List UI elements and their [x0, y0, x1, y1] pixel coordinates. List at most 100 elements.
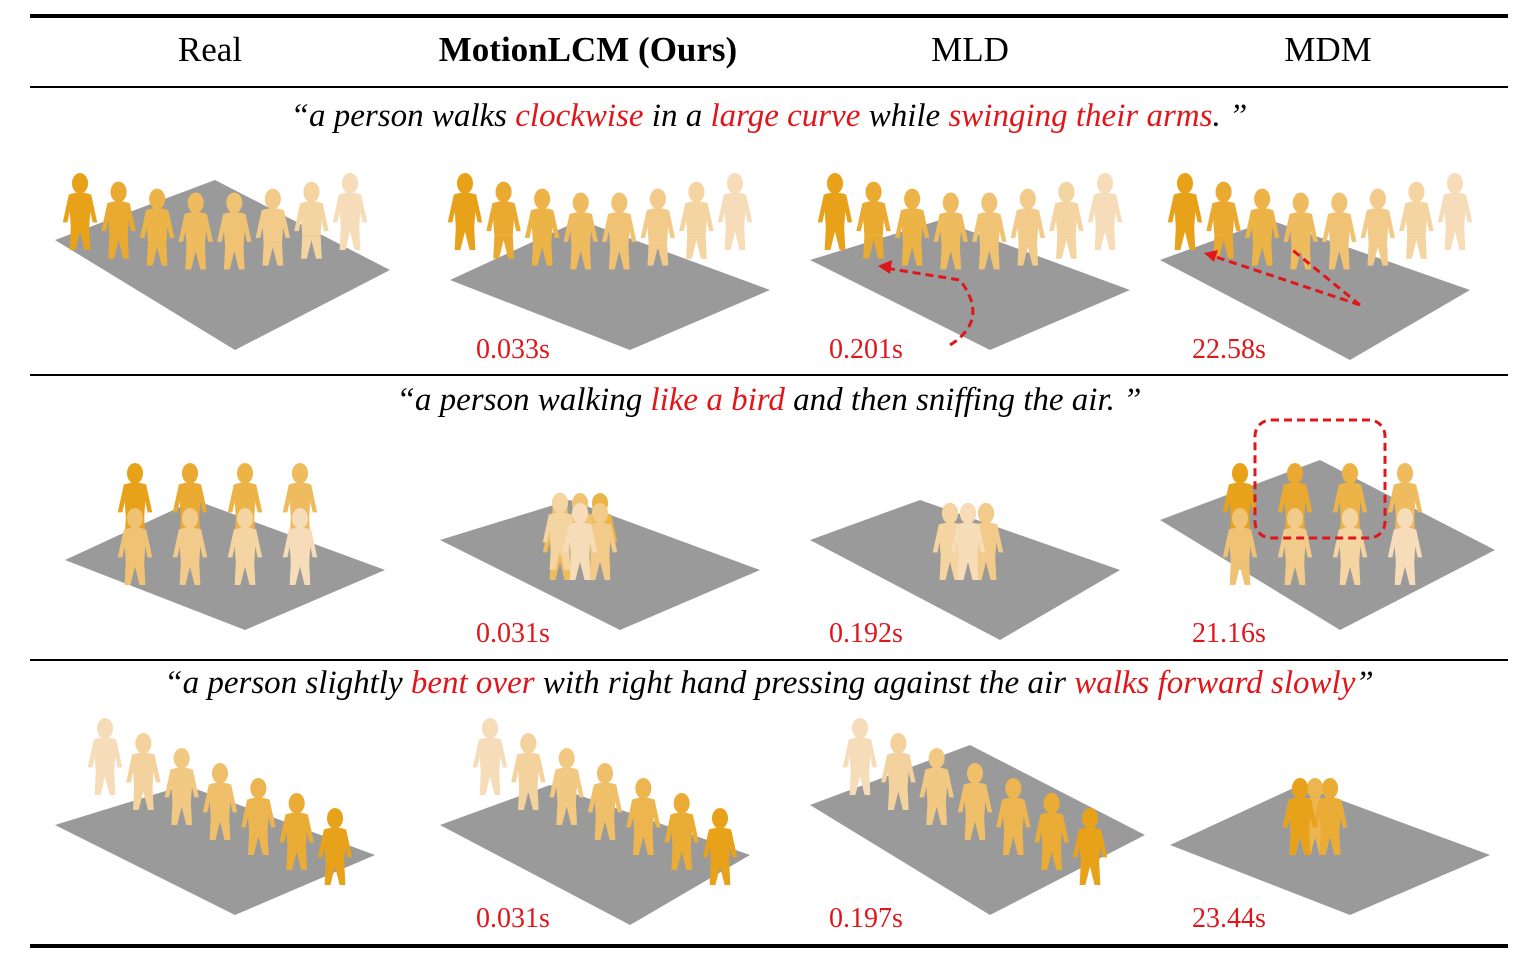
human-figure [933, 192, 968, 270]
arrowhead-icon [878, 260, 892, 274]
top-rule [30, 14, 1508, 18]
render-svg [810, 500, 1120, 640]
human-figure [1072, 807, 1108, 885]
human-figure [279, 792, 314, 870]
human-figure [1049, 181, 1084, 259]
human-figure [972, 192, 1007, 270]
row-divider-2 [30, 659, 1508, 661]
human-figure [511, 732, 546, 810]
render-mdm-row-2 [1150, 418, 1520, 652]
caption-row-1: “a person walks clockwise in a large cur… [30, 98, 1508, 135]
time-motionlcm-row-1: 0.033s [476, 334, 550, 365]
human-figure [178, 192, 213, 270]
human-figure [1312, 777, 1348, 855]
caption-highlight: bent over [410, 665, 535, 701]
human-figure [1010, 188, 1046, 266]
human-figure [894, 188, 930, 266]
human-figure [1277, 507, 1313, 585]
human-figure [1087, 172, 1123, 251]
time-mld-row-1: 0.201s [829, 334, 903, 365]
human-figure [255, 188, 291, 266]
floor-plane [450, 220, 770, 350]
human-figure [640, 188, 676, 266]
human-figure [950, 502, 986, 580]
caption-text: while [860, 98, 949, 134]
human-figure [486, 181, 521, 259]
render-svg [1160, 172, 1473, 360]
human-figure [717, 172, 753, 251]
floor-plane [1160, 460, 1495, 630]
header-mdm: MDM [1284, 30, 1372, 69]
time-mdm-row-3: 23.44s [1192, 903, 1266, 934]
render-motionlcm-row-1 [430, 140, 800, 372]
human-figure [664, 792, 699, 870]
time-motionlcm-row-3: 0.031s [476, 903, 550, 934]
human-figure [294, 181, 329, 259]
human-figure [957, 762, 993, 840]
human-figure [447, 172, 483, 250]
human-figure [101, 181, 136, 259]
human-figure [164, 747, 199, 825]
human-figure [549, 747, 584, 825]
render-real-row-2 [45, 420, 415, 652]
time-mdm-row-2: 21.16s [1192, 618, 1266, 649]
render-svg [810, 172, 1130, 350]
render-mld-row-3 [800, 705, 1170, 937]
render-mdm-row-3 [1150, 705, 1520, 937]
human-figure [817, 172, 853, 250]
human-figure [1322, 192, 1357, 270]
human-figure [126, 732, 161, 810]
caption-row-2: “a person walking like a bird and then s… [30, 382, 1508, 419]
human-figure [1282, 777, 1318, 855]
caption-row-3: “a person slightly bent over with right … [30, 665, 1508, 702]
time-mld-row-3: 0.197s [829, 903, 903, 934]
caption-text: “a person slightly [164, 665, 411, 701]
human-figure [172, 507, 208, 585]
human-figure [202, 762, 238, 840]
human-figure [1360, 188, 1396, 266]
human-figure [62, 172, 98, 250]
human-figure [117, 507, 153, 585]
render-motionlcm-row-2 [430, 420, 800, 652]
caption-highlight: like a bird [650, 382, 785, 418]
human-figure [587, 762, 623, 840]
render-svg [55, 717, 375, 915]
render-svg [447, 172, 770, 350]
render-mld-row-2 [800, 420, 1170, 652]
header-real: Real [177, 30, 243, 69]
time-mld-row-2: 0.192s [829, 618, 903, 649]
floor-plane [55, 180, 390, 350]
bottom-rule [30, 944, 1508, 948]
caption-text: ” [1355, 665, 1374, 701]
human-figure [227, 507, 263, 585]
human-figure [1244, 188, 1280, 266]
caption-text: in a [643, 98, 711, 134]
floor-plane [810, 220, 1130, 350]
floor-plane [440, 500, 760, 630]
render-real-row-3 [45, 705, 415, 937]
human-figure [1437, 172, 1473, 251]
human-figure [317, 807, 353, 885]
caption-highlight: clockwise [515, 98, 644, 134]
human-figure [241, 777, 276, 855]
render-mld-row-1 [800, 140, 1170, 372]
human-figure [1034, 792, 1069, 870]
floor-plane [1160, 220, 1470, 360]
header-rule [30, 86, 1508, 88]
human-figure [856, 181, 891, 259]
human-figure [139, 188, 175, 266]
render-svg [1160, 418, 1495, 630]
render-svg [440, 492, 760, 630]
caption-highlight: large curve [710, 98, 861, 134]
human-figure [332, 172, 368, 251]
render-real-row-1 [45, 140, 415, 372]
render-motionlcm-row-3 [430, 705, 800, 937]
render-svg [1170, 777, 1490, 915]
caption-text: “a person walks [290, 98, 516, 134]
human-figure [842, 717, 878, 795]
caption-highlight: walks forward slowly [1074, 665, 1356, 701]
caption-text: and then sniffing the air. ” [784, 382, 1142, 418]
human-figure [679, 181, 714, 259]
human-figure [542, 492, 578, 570]
render-mdm-row-1 [1150, 140, 1520, 372]
